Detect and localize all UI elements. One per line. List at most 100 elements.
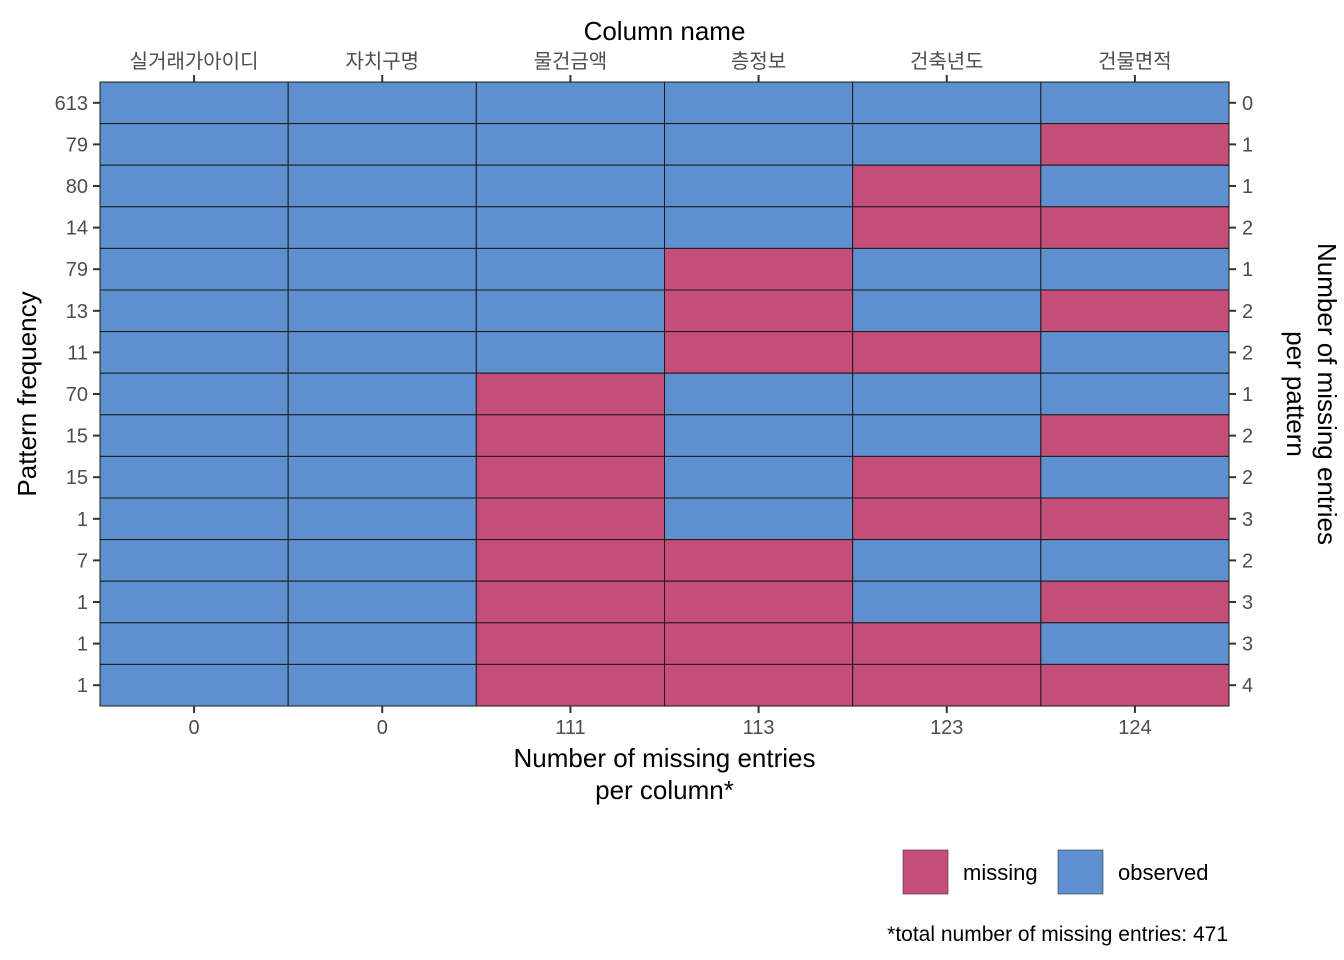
heatmap-cell	[99, 123, 289, 166]
heatmap-cell	[1040, 164, 1230, 208]
heatmap-cell	[287, 414, 477, 457]
heatmap-cell	[99, 663, 289, 707]
column-name-label: 건물면적	[1098, 50, 1172, 73]
heatmap-cell	[99, 164, 289, 208]
pattern-frequency-label: 11	[67, 342, 88, 364]
column-name-labels: 실거래가아이디 자치구명 물건금액 층정보 건축년도 건물면적	[130, 50, 1172, 82]
pattern-frequency-label: 1	[77, 509, 88, 531]
heatmap-cell	[1040, 123, 1230, 166]
heatmap-cell	[852, 580, 1042, 624]
heatmap-cell	[664, 580, 854, 624]
heatmap-cell	[287, 206, 477, 249]
heatmap-cell	[287, 455, 477, 499]
missing-per-pattern-label: 2	[1242, 550, 1253, 572]
heatmap-cell	[664, 289, 854, 333]
bottom-axis-title-line-1: Number of missing entries	[514, 743, 816, 773]
heatmap-cell	[664, 81, 854, 125]
heatmap-cell	[1040, 247, 1230, 291]
missing-per-pattern-label: 1	[1242, 176, 1253, 198]
heatmap-cell	[287, 247, 477, 291]
heatmap-cell	[475, 331, 666, 374]
bottom-axis-title-line-2: per column*	[595, 775, 734, 805]
heatmap-cell	[664, 539, 854, 582]
pattern-frequency-label: 14	[66, 218, 88, 240]
heatmap-cell	[852, 414, 1042, 457]
heatmap-cell	[852, 164, 1042, 208]
heatmap-cell	[664, 123, 854, 166]
pattern-frequency-label: 15	[66, 467, 88, 489]
heatmap-cell	[664, 497, 854, 541]
missing-per-pattern-label: 1	[1242, 134, 1253, 156]
heatmap-cell	[475, 539, 666, 582]
left-axis-title: Pattern frequency	[12, 291, 42, 496]
column-name-label: 건축년도	[910, 50, 984, 73]
pattern-frequency-label: 80	[66, 176, 88, 198]
heatmap-cell	[287, 663, 477, 707]
heatmap-cell	[287, 622, 477, 665]
heatmap-cell	[852, 497, 1042, 541]
heatmap-cell	[664, 164, 854, 208]
heatmap-cell	[287, 372, 477, 416]
heatmap-cell	[99, 289, 289, 333]
missing-per-column-label: 111	[555, 717, 585, 739]
heatmap-cell	[1040, 414, 1230, 457]
heatmap-cell	[99, 331, 289, 374]
heatmap-cell	[475, 414, 666, 457]
heatmap-cell	[1040, 289, 1230, 333]
heatmap-cell	[1040, 455, 1230, 499]
heatmap-cell	[664, 206, 854, 249]
right-axis-title-line-2: per pattern	[1281, 331, 1311, 457]
column-name-label: 물건금액	[534, 50, 608, 73]
heatmap-cell	[852, 663, 1042, 707]
heatmap-cell	[475, 580, 666, 624]
column-name-label: 자치구명	[345, 50, 419, 73]
heatmap-cell	[1040, 539, 1230, 582]
missing-per-column-label: 0	[189, 717, 200, 739]
heatmap-cell	[852, 81, 1042, 125]
heatmap-cell	[287, 123, 477, 166]
heatmap-cells	[99, 81, 1230, 707]
missing-per-pattern-label: 1	[1242, 259, 1253, 281]
heatmap-cell	[99, 247, 289, 291]
heatmap-cell	[475, 206, 666, 249]
heatmap-cell	[664, 247, 854, 291]
missing-per-column-labels: 0 0 111 113 123 124	[189, 706, 1152, 739]
heatmap-cell	[1040, 663, 1230, 707]
heatmap-cell	[99, 455, 289, 499]
heatmap-cell	[99, 622, 289, 665]
caption: *total number of missing entries: 471	[887, 923, 1228, 946]
column-name-label: 실거래가아이디	[130, 50, 259, 73]
heatmap-cell	[664, 372, 854, 416]
heatmap-cell	[852, 622, 1042, 665]
heatmap-cell	[99, 539, 289, 582]
missing-per-pattern-label: 1	[1242, 384, 1253, 406]
heatmap-cell	[287, 81, 477, 125]
heatmap-cell	[1040, 497, 1230, 541]
heatmap-cell	[99, 372, 289, 416]
heatmap-cell	[287, 539, 477, 582]
pattern-frequency-label: 70	[66, 384, 88, 406]
pattern-frequency-label: 1	[77, 592, 88, 614]
heatmap-cell	[99, 81, 289, 125]
heatmap-cell	[1040, 81, 1230, 125]
heatmap-cell	[852, 539, 1042, 582]
missing-per-pattern-label: 0	[1242, 93, 1253, 115]
heatmap-cell	[287, 580, 477, 624]
heatmap-cell	[287, 331, 477, 374]
pattern-frequency-label: 79	[66, 134, 88, 156]
missing-per-column-label: 124	[1118, 717, 1151, 739]
heatmap-cell	[664, 663, 854, 707]
heatmap-cell	[287, 289, 477, 333]
pattern-frequency-label: 13	[66, 301, 88, 323]
heatmap-cell	[475, 372, 666, 416]
heatmap-cell	[475, 164, 666, 208]
legend-swatch-observed	[1057, 849, 1104, 895]
heatmap-cell	[664, 622, 854, 665]
heatmap-cell	[1040, 372, 1230, 416]
missing-per-pattern-label: 2	[1242, 218, 1253, 240]
heatmap-cell	[852, 455, 1042, 499]
heatmap-cell	[475, 497, 666, 541]
top-axis-title: Column name	[584, 16, 746, 46]
